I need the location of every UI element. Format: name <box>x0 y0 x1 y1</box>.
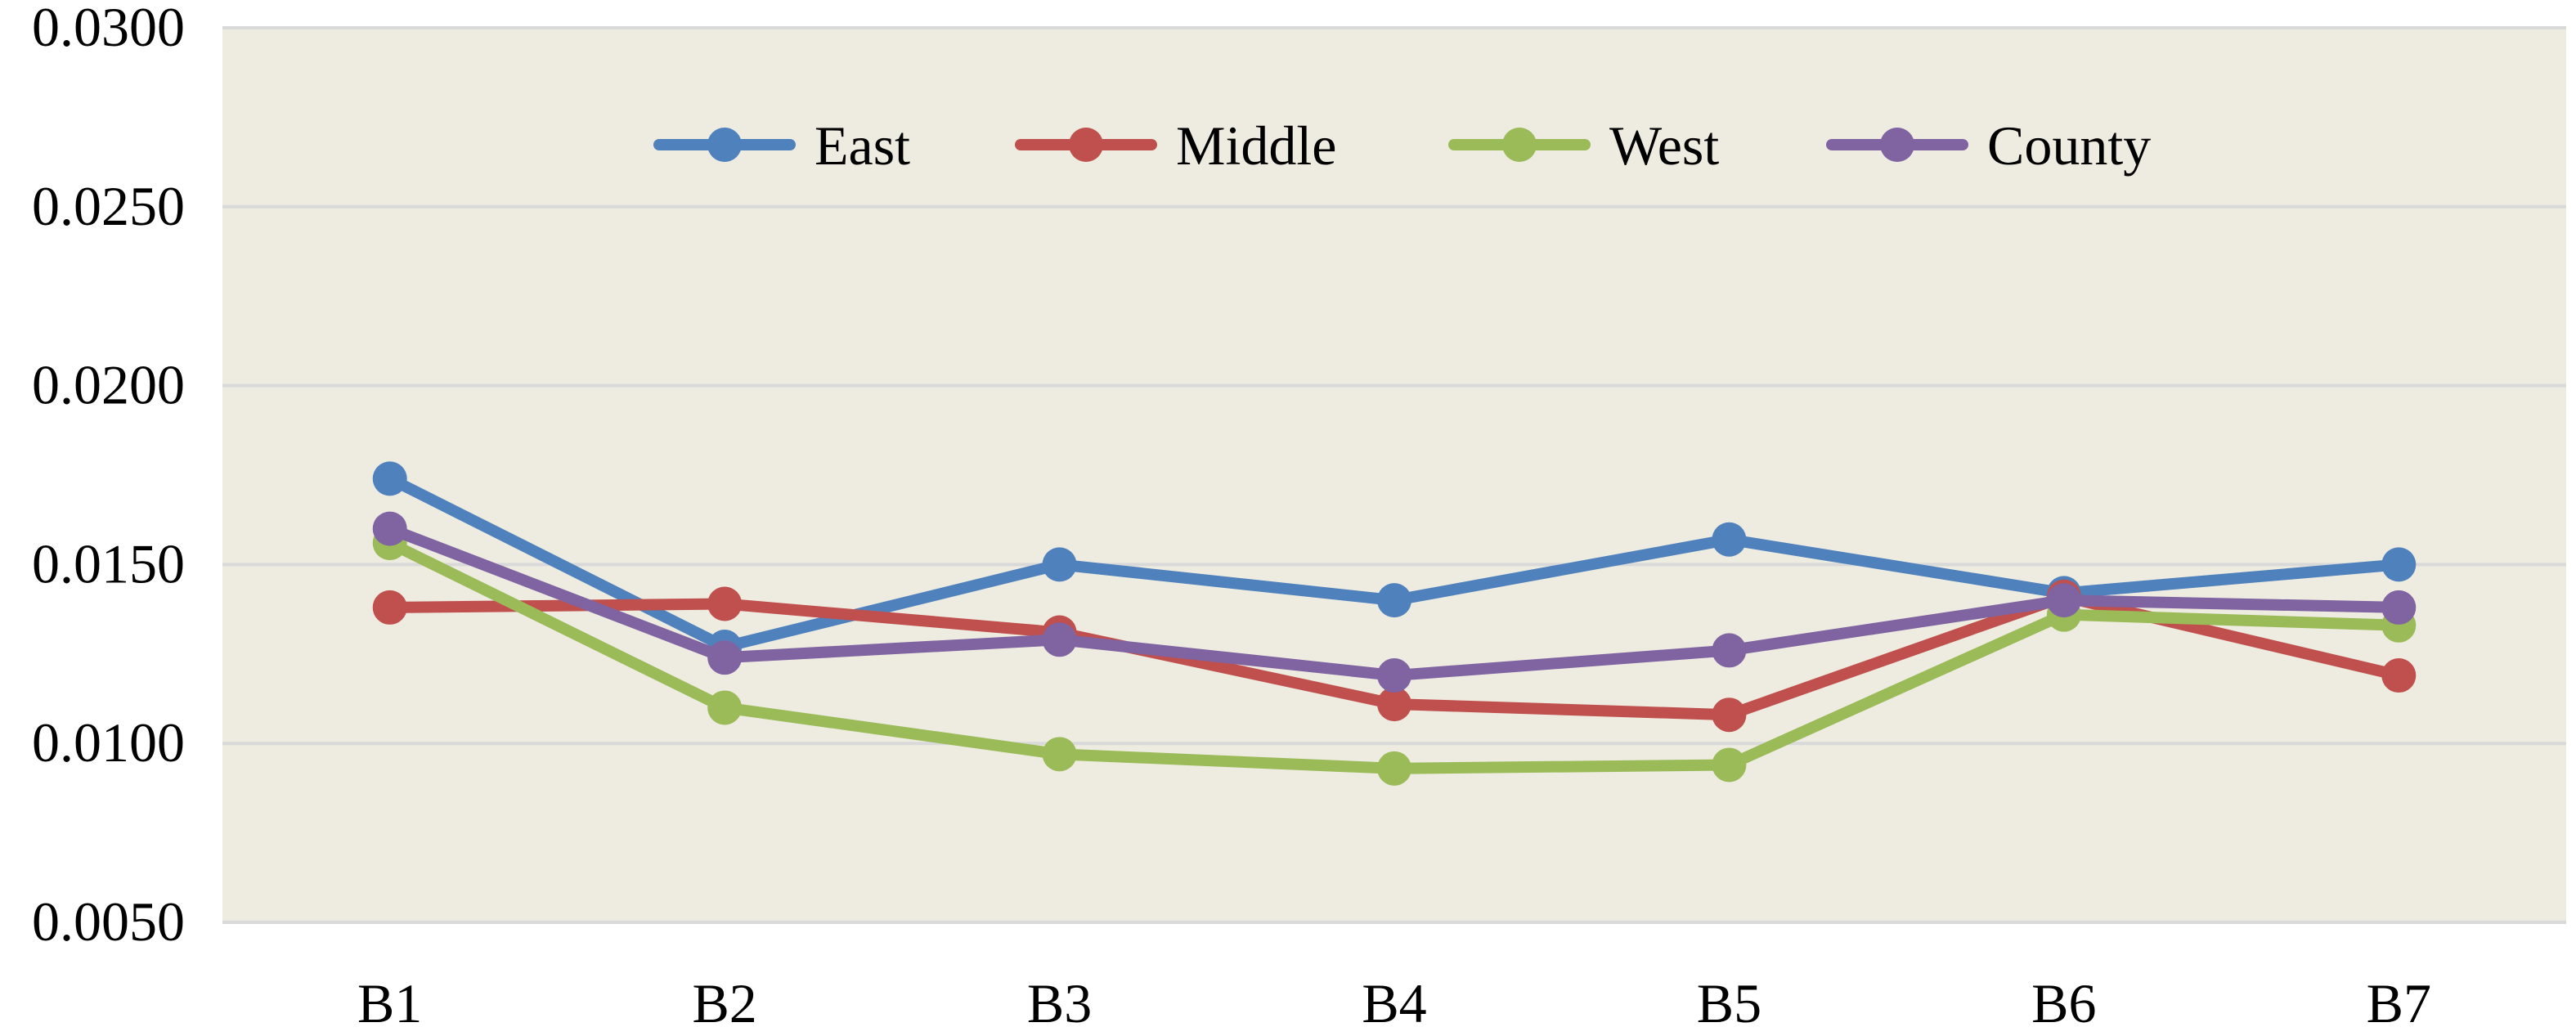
legend-item: Middle <box>1015 114 1336 177</box>
data-point <box>1712 697 1747 733</box>
data-point <box>1377 687 1411 722</box>
legend-label: County <box>1987 114 2151 177</box>
legend-swatch-marker <box>1069 128 1103 162</box>
series-county <box>372 511 2417 693</box>
data-point <box>707 586 743 621</box>
x-tick-label: B5 <box>1697 972 1761 1032</box>
data-point <box>2381 547 2417 582</box>
data-point <box>2046 583 2081 618</box>
data-point <box>1377 751 1411 786</box>
data-point <box>707 640 743 675</box>
data-point <box>372 511 407 546</box>
legend: East Middle West County <box>653 114 2151 177</box>
data-point <box>1712 747 1747 783</box>
data-point <box>1712 522 1747 557</box>
x-tick-label: B3 <box>1027 972 1092 1032</box>
data-point <box>372 590 407 625</box>
legend-label: West <box>1609 114 1719 177</box>
plot-area <box>222 28 2566 922</box>
legend-label: Middle <box>1176 114 1336 177</box>
y-tick-label: 0.0250 <box>32 175 185 237</box>
y-tick-label: 0.0100 <box>32 711 185 774</box>
legend-item: West <box>1448 114 1719 177</box>
y-tick-label: 0.0300 <box>32 0 185 58</box>
x-tick-label: B6 <box>2031 972 2096 1032</box>
data-point <box>1042 622 1077 657</box>
legend-swatch-marker <box>1502 128 1537 162</box>
x-tick-label: B7 <box>2367 972 2431 1032</box>
legend-swatch-marker <box>707 128 742 162</box>
legend-swatch-marker <box>1880 128 1914 162</box>
y-axis-ticks: 0.0050 0.0100 0.0150 0.0200 0.0250 0.0300 <box>32 0 185 953</box>
x-tick-label: B4 <box>1362 972 1426 1032</box>
x-tick-label: B2 <box>692 972 756 1032</box>
data-point <box>707 690 743 725</box>
legend-item: County <box>1826 114 2151 177</box>
data-point <box>1377 583 1411 618</box>
grid-lines <box>222 26 2566 924</box>
data-point <box>2381 590 2417 625</box>
data-point <box>372 461 407 496</box>
data-point <box>1042 737 1077 772</box>
legend-item: East <box>653 114 910 177</box>
x-axis-ticks: B1 B2 B3 B4 B5 B6 B7 <box>357 972 2431 1034</box>
y-tick-label: 0.0050 <box>32 890 185 953</box>
data-point <box>1042 547 1077 582</box>
data-point <box>1712 633 1747 668</box>
y-tick-label: 0.0150 <box>32 532 185 594</box>
x-tick-label: B1 <box>357 972 422 1032</box>
legend-label: East <box>815 114 910 177</box>
y-tick-label: 0.0200 <box>32 354 185 416</box>
series-lines <box>372 461 2417 786</box>
data-point <box>1377 658 1411 693</box>
data-point <box>2381 658 2417 693</box>
